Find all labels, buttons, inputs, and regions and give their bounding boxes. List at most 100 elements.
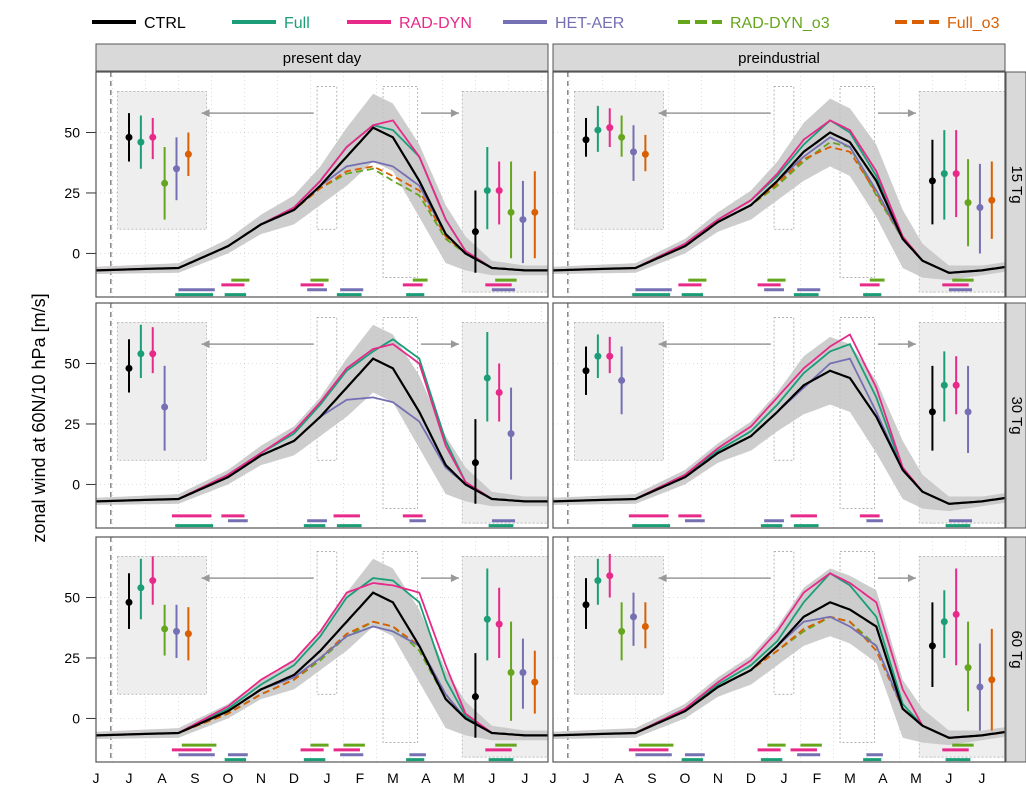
final-warming-window [382, 86, 419, 278]
x-tick-label: J [780, 770, 787, 786]
x-tick-label: J [488, 770, 495, 786]
arrow-right-head [450, 109, 459, 118]
mean-point-HET-AER [618, 376, 626, 384]
panel-grid: present day preindustrial 15 Tg 30 Tg 60 Tg 0… [64, 43, 1026, 786]
panel-frame [552, 71, 1006, 298]
x-tick-label: D [289, 770, 299, 786]
row-strip-label: 15 Tg [1008, 165, 1025, 203]
final-warming-window [839, 551, 876, 743]
mean-point-Full [594, 126, 602, 134]
early-winter-box [574, 322, 664, 461]
y-tick-label: 50 [64, 124, 80, 140]
panel-frame [95, 71, 549, 298]
mean-point-HET-AER [630, 148, 638, 156]
mean-point-CTRL [582, 367, 590, 375]
x-tick-label: O [223, 770, 234, 786]
mean-point-Full_o3 [641, 150, 649, 158]
mean-point-HET-AER [173, 165, 181, 173]
mean-point-Full [940, 381, 948, 389]
early-winter-box [117, 322, 207, 461]
arrow-right-head [450, 574, 459, 583]
x-tick-label: A [157, 770, 167, 786]
x-tick-label: N [713, 770, 723, 786]
mean-point-CTRL [582, 136, 590, 144]
y-axis-label: zonal wind at 60N/10 hPa [m/s] [29, 293, 49, 542]
mean-point-Full [594, 352, 602, 360]
panel [552, 71, 1006, 298]
x-tick-label: M [453, 770, 465, 786]
x-tick-label: J [945, 770, 952, 786]
legend-label-Full: Full [284, 15, 310, 32]
x-tick-label: S [190, 770, 199, 786]
mean-point-RAD-DYN [149, 577, 157, 585]
mean-point-RAD-DYN [149, 133, 157, 141]
mean-point-RAD-DYN [149, 350, 157, 358]
mean-point-Full [483, 187, 491, 195]
arrow-left-head [201, 574, 210, 583]
x-tick-label: M [844, 770, 856, 786]
panel-frame [552, 302, 1006, 529]
mean-point-Full_o3 [988, 196, 996, 204]
x-tick-label: F [813, 770, 822, 786]
midwinter-window [316, 317, 338, 461]
x-tick-label: J [125, 770, 132, 786]
mean-point-Full [137, 138, 145, 146]
mean-point-CTRL [471, 228, 479, 236]
mean-point-Full [940, 618, 948, 626]
column-strip [95, 43, 549, 72]
mean-point-RAD-DYN_o3 [964, 199, 972, 207]
mean-point-CTRL [928, 642, 936, 650]
mean-point-Full_o3 [531, 678, 539, 686]
mean-point-RAD-DYN [606, 352, 614, 360]
mean-point-Full_o3 [184, 630, 192, 638]
final-warming-window [839, 317, 876, 509]
mean-point-HET-AER [519, 668, 527, 676]
panel [95, 302, 549, 529]
panel-frame [95, 302, 549, 529]
legend-label-Full_o3: Full_o3 [947, 15, 1000, 32]
mean-point-HET-AER [976, 203, 984, 211]
panel-frame [95, 536, 549, 763]
series-line-CTRL [96, 591, 548, 737]
legend: CTRL Full RAD-DYN HET-AER RAD-DYN_o3 Full_o3 [92, 15, 1000, 32]
x-tick-label: S [647, 770, 656, 786]
mean-point-RAD-DYN_o3 [161, 625, 169, 633]
mean-point-HET-AER [630, 613, 638, 621]
midwinter-window [316, 86, 338, 230]
x-tick-label: F [356, 770, 365, 786]
y-tick-label: 25 [64, 416, 80, 432]
early-winter-box [574, 91, 664, 230]
column-strip-label: present day [283, 50, 362, 67]
y-tick-label: 0 [72, 476, 80, 492]
early-winter-box [117, 91, 207, 230]
series-line-CTRL [96, 357, 548, 503]
x-tick-label: J [582, 770, 589, 786]
mean-point-HET-AER [507, 430, 515, 438]
early-winter-box [574, 556, 664, 695]
row-strip [1005, 71, 1026, 298]
y-tick-label: 50 [64, 589, 80, 605]
mean-point-Full_o3 [531, 208, 539, 216]
y-tick-label: 25 [64, 650, 80, 666]
mean-point-HET-AER [173, 627, 181, 635]
legend-label-RAD-DYN: RAD-DYN [399, 15, 472, 32]
x-tick-label: M [387, 770, 399, 786]
arrow-right-head [907, 109, 916, 118]
legend-label-CTRL: CTRL [144, 15, 186, 32]
panel [552, 302, 1006, 529]
mean-point-RAD-DYN_o3 [618, 627, 626, 635]
mean-point-RAD-DYN [495, 620, 503, 628]
ctrl-variability-band [553, 98, 1005, 281]
arrow-right-head [907, 340, 916, 349]
y-tick-label: 0 [72, 245, 80, 261]
mean-point-Full_o3 [641, 623, 649, 631]
mean-point-Full [137, 350, 145, 358]
mean-point-CTRL [471, 693, 479, 701]
mean-point-CTRL [471, 459, 479, 467]
x-tick-label: J [323, 770, 330, 786]
mean-point-RAD-DYN_o3 [507, 208, 515, 216]
x-tick-label: A [421, 770, 431, 786]
panel-frame [552, 536, 1006, 763]
column-strip-label: preindustrial [738, 50, 820, 67]
